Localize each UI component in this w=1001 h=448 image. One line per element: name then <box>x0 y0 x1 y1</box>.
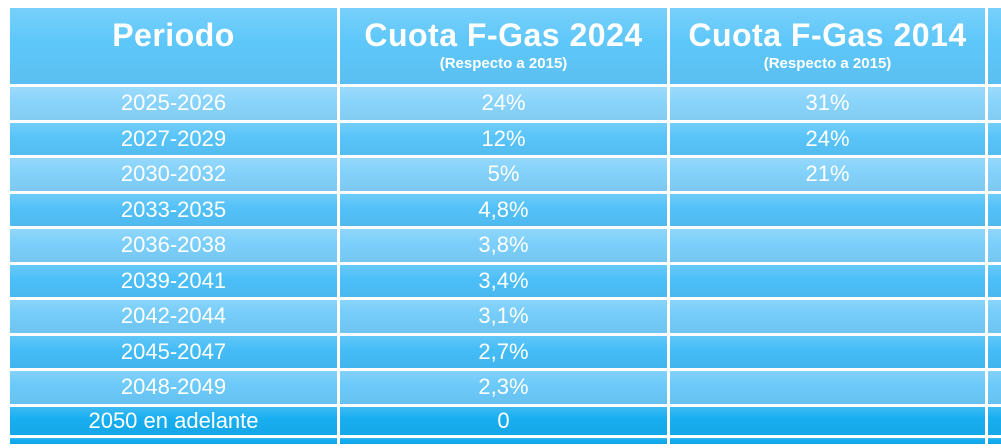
header-title-cuota-2024: Cuota F-Gas 2024 <box>364 17 643 53</box>
header-subtitle-cuota-2024: (Respecto a 2015) <box>439 54 568 72</box>
cuota-2014-cell: 24% <box>670 122 985 155</box>
cuota-2024-cell: 4,8% <box>340 193 667 226</box>
table-row: 2036-2038 3,8% <box>10 229 1001 262</box>
clipped-column-cell <box>988 193 1001 226</box>
header-subtitle-cuota-2014: (Respecto a 2015) <box>763 54 892 72</box>
cuota-2014-cell <box>670 229 985 262</box>
header-title-periodo: Periodo <box>112 17 235 53</box>
fgas-quota-table: Periodo Cuota F-Gas 2024 (Respecto a 201… <box>10 8 1001 444</box>
period-cell: 2050 en adelante <box>10 406 337 435</box>
cuota-2014-cell <box>670 335 985 368</box>
period-cell: 2025-2026 <box>10 87 337 120</box>
clipped-column-cell <box>988 406 1001 435</box>
header-cell-cuota-2014: Cuota F-Gas 2014 (Respecto a 2015) <box>670 8 985 84</box>
cuota-2024-cell: 12% <box>340 122 667 155</box>
clipped-column-cell <box>988 371 1001 404</box>
clipped-cell <box>340 437 667 444</box>
cuota-2024-cell: 2,7% <box>340 335 667 368</box>
table-row: 2050 en adelante 0 <box>10 406 1001 435</box>
cuota-2014-cell <box>670 371 985 404</box>
clipped-column-cell <box>988 335 1001 368</box>
table-row: 2045-2047 2,7% <box>10 335 1001 368</box>
cuota-2024-cell: 0 <box>340 406 667 435</box>
table-row: 2027-2029 12% 24% <box>10 122 1001 155</box>
table-row: 2042-2044 3,1% <box>10 300 1001 333</box>
clipped-column-cell <box>988 87 1001 120</box>
clipped-bottom-row <box>10 437 1001 444</box>
header-cell-cuota-2024: Cuota F-Gas 2024 (Respecto a 2015) <box>340 8 667 84</box>
cuota-2024-cell: 3,8% <box>340 229 667 262</box>
period-cell: 2027-2029 <box>10 122 337 155</box>
table-row: 2030-2032 5% 21% <box>10 158 1001 191</box>
clipped-cell <box>10 437 337 444</box>
table-row: 2048-2049 2,3% <box>10 371 1001 404</box>
header-title-cuota-2014: Cuota F-Gas 2014 <box>688 17 967 53</box>
table-header-row: Periodo Cuota F-Gas 2024 (Respecto a 201… <box>10 8 1001 84</box>
period-cell: 2045-2047 <box>10 335 337 368</box>
clipped-cell <box>670 437 985 444</box>
period-cell: 2042-2044 <box>10 300 337 333</box>
period-cell: 2039-2041 <box>10 264 337 297</box>
cuota-2024-cell: 24% <box>340 87 667 120</box>
table-row: 2033-2035 4,8% <box>10 193 1001 226</box>
header-cell-periodo: Periodo <box>10 8 337 84</box>
period-cell: 2033-2035 <box>10 193 337 226</box>
cuota-2024-cell: 3,4% <box>340 264 667 297</box>
cuota-2014-cell <box>670 406 985 435</box>
period-cell: 2036-2038 <box>10 229 337 262</box>
cuota-2014-cell <box>670 193 985 226</box>
clipped-column-cell <box>988 158 1001 191</box>
clipped-column-cell <box>988 229 1001 262</box>
table-row: 2039-2041 3,4% <box>10 264 1001 297</box>
period-cell: 2048-2049 <box>10 371 337 404</box>
table-row: 2025-2026 24% 31% <box>10 87 1001 120</box>
cuota-2024-cell: 5% <box>340 158 667 191</box>
header-cell-clipped <box>988 8 1001 84</box>
clipped-column-cell <box>988 264 1001 297</box>
cuota-2014-cell: 31% <box>670 87 985 120</box>
clipped-column-cell <box>988 122 1001 155</box>
cuota-2014-cell <box>670 300 985 333</box>
period-cell: 2030-2032 <box>10 158 337 191</box>
cuota-2024-cell: 2,3% <box>340 371 667 404</box>
cuota-2024-cell: 3,1% <box>340 300 667 333</box>
clipped-cell <box>988 437 1001 444</box>
clipped-column-cell <box>988 300 1001 333</box>
cuota-2014-cell <box>670 264 985 297</box>
cuota-2014-cell: 21% <box>670 158 985 191</box>
